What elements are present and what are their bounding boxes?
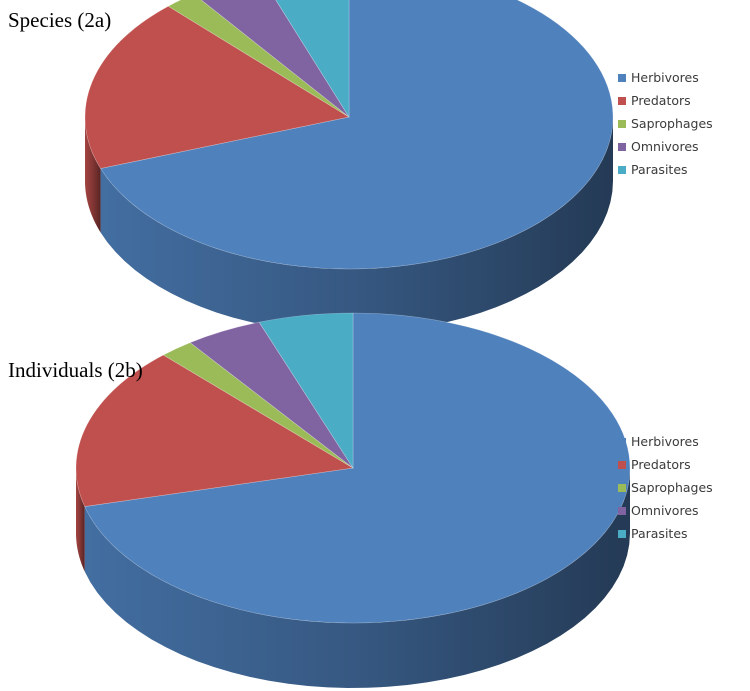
legend-item-herbivores: Herbivores	[618, 430, 713, 453]
legend-label: Saprophages	[631, 480, 713, 495]
legend-label: Parasites	[631, 526, 688, 541]
legend-swatch	[618, 529, 626, 538]
legend-swatch	[618, 119, 626, 128]
saprophages-slice	[167, 0, 350, 118]
parasites-slice	[275, 0, 350, 119]
legend-swatch	[618, 460, 626, 469]
herbivores-slice-side	[100, 117, 614, 333]
omnivores-slice	[189, 321, 354, 469]
legend-item-herbivores: Herbivores	[618, 66, 713, 89]
legend-label: Omnivores	[631, 503, 699, 518]
herbivores-slice	[84, 312, 631, 624]
legend-item-omnivores: Omnivores	[618, 135, 713, 158]
individuals-chart-panel: Individuals (2b) Herbivores Predators Sapr…	[0, 312, 750, 691]
predators-slice-side	[76, 468, 85, 572]
legend-item-saprophages: Saprophages	[618, 112, 713, 135]
chart-title: Species (2a)	[8, 8, 112, 32]
legend-label: Herbivores	[631, 70, 699, 85]
legend-swatch	[618, 96, 626, 105]
legend-item-saprophages: Saprophages	[618, 476, 713, 499]
legend-swatch	[618, 142, 626, 151]
legend-item-omnivores: Omnivores	[618, 499, 713, 522]
legend-item-parasites: Parasites	[618, 522, 713, 545]
predators-slice-side	[85, 117, 101, 233]
parasites-slice	[258, 312, 354, 470]
chart-title: Individuals (2b)	[8, 358, 143, 382]
species-legend: Herbivores Predators Saprophages Omnivores P…	[618, 66, 713, 181]
legend-swatch	[618, 165, 626, 174]
legend-label: Omnivores	[631, 139, 699, 154]
legend-label: Predators	[631, 93, 691, 108]
species-pie-chart	[84, 0, 614, 333]
saprophages-slice	[162, 342, 354, 469]
individuals-legend: Herbivores Predators Saprophages Omnivores P…	[618, 430, 713, 545]
legend-swatch	[618, 483, 626, 492]
legend-swatch	[618, 437, 626, 446]
legend-item-parasites: Parasites	[618, 158, 713, 181]
individuals-pie-chart	[75, 312, 631, 688]
predators-slice	[84, 5, 350, 169]
legend-label: Saprophages	[631, 116, 713, 131]
predators-slice	[75, 354, 354, 507]
species-chart-panel: Species (2a) Herbivores Predators Sapropha…	[0, 0, 750, 340]
legend-label: Herbivores	[631, 434, 699, 449]
legend-swatch	[618, 506, 626, 515]
herbivores-slice-side	[84, 468, 630, 688]
legend-label: Predators	[631, 457, 691, 472]
legend-label: Parasites	[631, 162, 688, 177]
herbivores-slice	[100, 0, 614, 270]
omnivores-slice	[200, 0, 350, 118]
legend-item-predators: Predators	[618, 89, 713, 112]
legend-swatch	[618, 73, 626, 82]
legend-item-predators: Predators	[618, 453, 713, 476]
